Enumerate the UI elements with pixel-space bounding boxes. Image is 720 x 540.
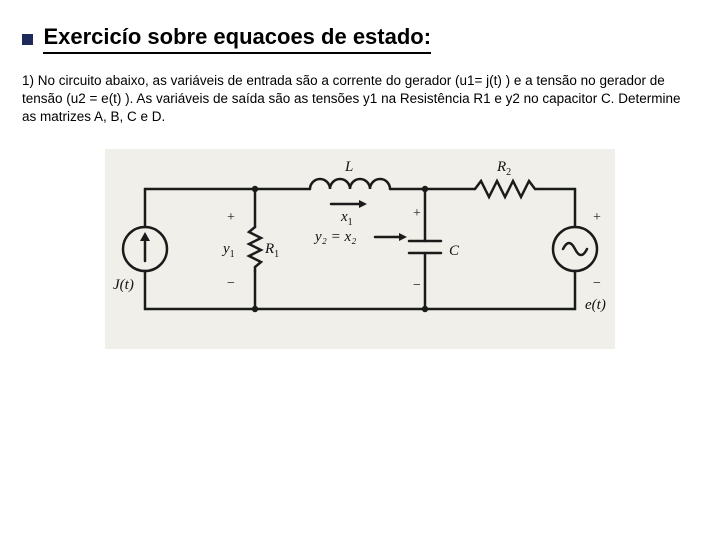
circuit-diagram-container: J(t) + y1 − R1 L x1 y₂ = x₂ xyxy=(22,149,698,354)
label-et: e(t) xyxy=(585,297,606,313)
label-plus-C: + xyxy=(413,206,421,221)
page-title: Exercicío sobre equacoes de estado: xyxy=(43,24,431,49)
label-C: C xyxy=(449,243,460,259)
label-Jt: J(t) xyxy=(113,277,134,293)
label-R1: R1 xyxy=(264,241,279,260)
circuit-diagram: J(t) + y1 − R1 L x1 y₂ = x₂ xyxy=(105,149,615,349)
label-x1: x1 xyxy=(340,209,353,228)
label-plus-e: + xyxy=(593,210,601,225)
problem-statement: 1) No circuito abaixo, as variáveis de e… xyxy=(22,72,698,127)
label-minus-e: − xyxy=(593,276,601,291)
label-minus-C: − xyxy=(413,278,421,293)
label-plus-y1: + xyxy=(227,210,235,225)
title-row: Exercicío sobre equacoes de estado: xyxy=(22,24,698,54)
label-R2: R2 xyxy=(496,159,511,178)
title-bullet xyxy=(22,34,33,45)
label-y2eq: y₂ = x₂ xyxy=(313,229,356,245)
label-y1: y1 xyxy=(221,241,235,260)
label-minus-y1: − xyxy=(227,276,235,291)
label-L: L xyxy=(344,159,353,175)
